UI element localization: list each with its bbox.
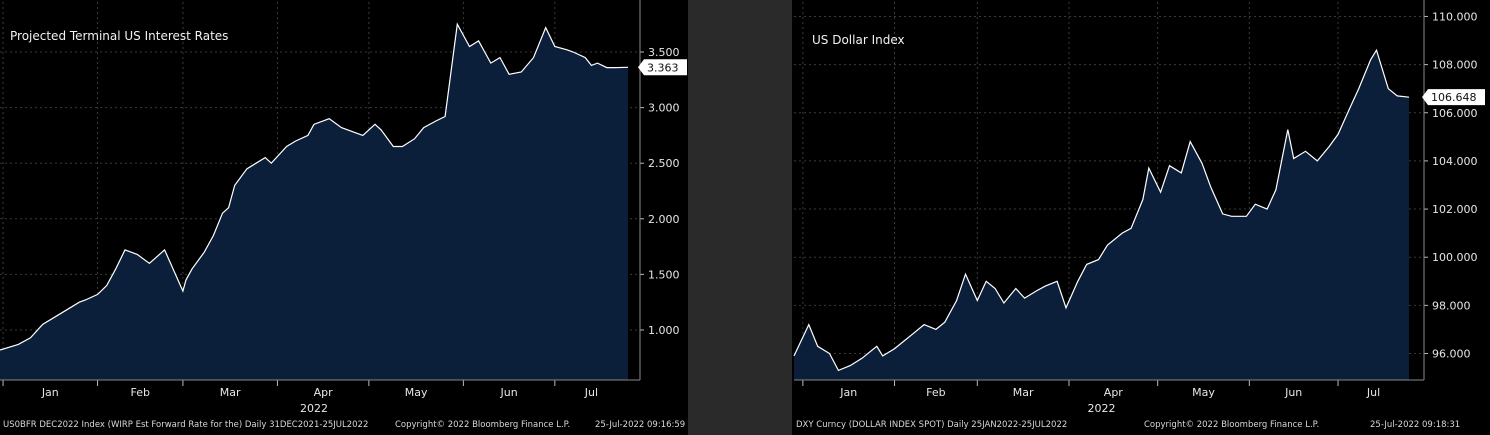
y-tick-label: 96.000: [1432, 348, 1471, 361]
footer-timestamp: 25-Jul-2022 09:18:31: [1370, 420, 1460, 430]
y-tick-label: 2.500: [648, 157, 680, 170]
last-value-label: 3.363: [647, 61, 679, 74]
dollar-index-chart-panel: 96.000 98.000 100.000 102.000 104.000 106.000…: [792, 0, 1490, 435]
x-tick-label: Feb: [926, 386, 945, 399]
y-tick-label: 100.000: [1432, 251, 1478, 264]
series-line: [793, 48, 1410, 372]
y-tick-label: 108.000: [1432, 59, 1478, 72]
series-line: [0, 22, 629, 351]
y-tick-label: 110.000: [1432, 10, 1478, 23]
chart-title: Projected Terminal US Interest Rates: [10, 29, 228, 43]
footer-source: US0BFR DEC2022 Index (WIRP Est Forward R…: [3, 420, 368, 430]
y-tick-label: 2.000: [648, 213, 680, 226]
year-label: 2022: [1088, 402, 1116, 415]
dollar-index-chart: 96.000 98.000 100.000 102.000 104.000 106.000…: [793, 0, 1485, 430]
y-tick-label: 3.500: [648, 46, 680, 59]
y-tick-label: 1.000: [648, 324, 680, 337]
y-tick-label: 102.000: [1432, 203, 1478, 216]
x-tick-label: Apr: [314, 386, 334, 399]
x-tick-label: May: [405, 386, 428, 399]
last-value-box: [1422, 89, 1485, 106]
y-tick-label: 104.000: [1432, 155, 1478, 168]
footer-copyright: Copyright© 2022 Bloomberg Finance L.P.: [395, 420, 570, 430]
x-tick-label: May: [1192, 386, 1215, 399]
x-tick-label: Mar: [1013, 386, 1034, 399]
x-tick-label: Jun: [500, 386, 518, 399]
year-label: 2022: [300, 402, 328, 415]
y-tick-label: 1.500: [648, 268, 680, 281]
chart-title: US Dollar Index: [812, 33, 905, 47]
series-area: [794, 50, 1409, 380]
x-tick-label: Jun: [1284, 386, 1302, 399]
x-tick-label: Feb: [130, 386, 149, 399]
x-tick-label: Apr: [1104, 386, 1124, 399]
footer-copyright: Copyright© 2022 Bloomberg Finance L.P.: [1144, 420, 1319, 430]
y-tick-label: 3.000: [648, 102, 680, 115]
x-tick-label: Mar: [220, 386, 241, 399]
y-tick-label: 98.000: [1432, 299, 1471, 312]
x-tick-label: Jan: [41, 386, 59, 399]
last-value-label: 106.648: [1431, 91, 1477, 104]
last-value-box: [638, 59, 687, 76]
terminal-rates-chart: 1.000 1.500 2.000 2.500 3.000 3.500 Jan Feb Mar A…: [0, 0, 687, 430]
y-tick-label: 106.000: [1432, 107, 1478, 120]
footer-timestamp: 25-Jul-2022 09:16:59: [595, 420, 685, 430]
footer-source: DXY Curncy (DOLLAR INDEX SPOT) Daily 25J…: [796, 420, 1067, 430]
series-area: [0, 24, 628, 380]
x-tick-label: Jan: [839, 386, 857, 399]
terminal-rates-chart-panel: 1.000 1.500 2.000 2.500 3.000 3.500 Jan Feb Mar A…: [0, 0, 688, 435]
x-tick-label: Jul: [584, 386, 598, 399]
x-tick-label: Jul: [1366, 386, 1380, 399]
